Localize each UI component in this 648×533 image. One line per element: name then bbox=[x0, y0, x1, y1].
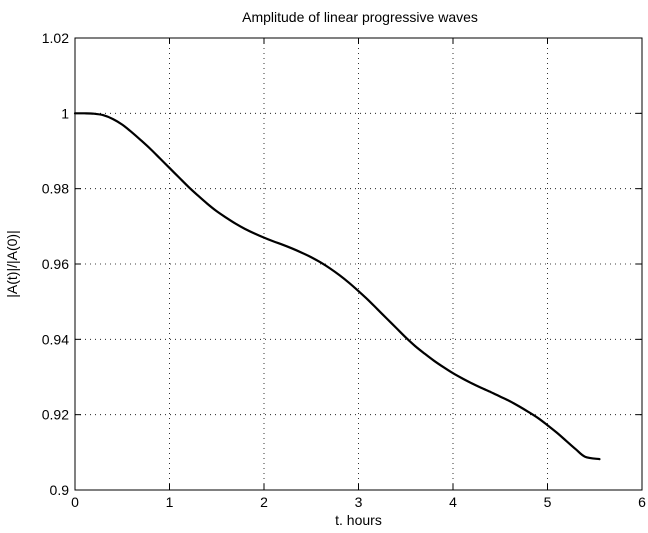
y-tick-label: 0.94 bbox=[42, 331, 69, 347]
y-tick-label: 0.9 bbox=[50, 482, 70, 498]
y-tick-label: 1.02 bbox=[42, 30, 69, 46]
grid bbox=[75, 38, 642, 490]
y-axis-label: |A(t)|/|A(0)| bbox=[4, 230, 20, 297]
x-tick-label: 3 bbox=[355, 494, 363, 510]
chart-title: Amplitude of linear progressive waves bbox=[242, 9, 478, 25]
tick-labels: 0 1 2 3 4 5 6 0.9 0.92 0.94 0.96 0.98 1 1.02 bbox=[42, 30, 646, 510]
y-tick-label: 0.92 bbox=[42, 407, 69, 423]
x-tick-label: 0 bbox=[71, 494, 79, 510]
x-tick-label: 1 bbox=[166, 494, 174, 510]
x-tick-label: 6 bbox=[638, 494, 646, 510]
x-tick-label: 5 bbox=[544, 494, 552, 510]
series-line bbox=[73, 112, 601, 461]
y-tick-label: 1 bbox=[61, 105, 69, 121]
x-tick-label: 2 bbox=[260, 494, 268, 510]
x-axis-label: t. hours bbox=[335, 512, 382, 528]
y-tick-label: 0.96 bbox=[42, 256, 69, 272]
x-tick-label: 4 bbox=[449, 494, 457, 510]
y-tick-label: 0.98 bbox=[42, 181, 69, 197]
